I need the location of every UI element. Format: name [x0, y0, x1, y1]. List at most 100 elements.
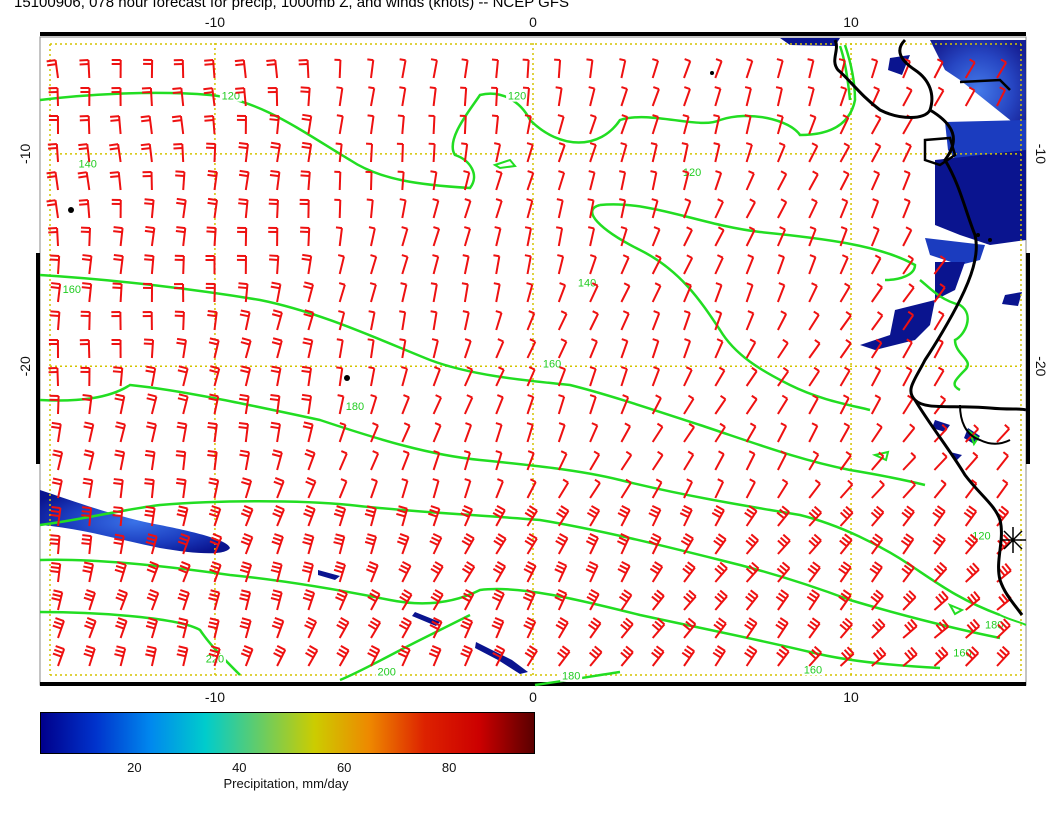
wind-barb [651, 282, 662, 303]
wind-barb [808, 170, 819, 191]
wind-barb [776, 142, 786, 163]
x-tick-label-bottom: 0 [529, 689, 537, 705]
colorbar-tick-label: 80 [441, 760, 457, 775]
wind-barb [81, 282, 93, 303]
wind-barb [110, 115, 122, 135]
wind-barb [176, 505, 189, 527]
wind-barb [714, 394, 727, 415]
wind-barb [839, 505, 854, 527]
wind-barb [555, 86, 563, 107]
wind-barb [714, 589, 728, 611]
wind-barb [304, 616, 318, 639]
wind-barb [302, 337, 314, 359]
wind-barb [651, 645, 665, 667]
contour-label-bg [560, 670, 583, 682]
wind-barb [651, 422, 664, 443]
wind-barb [679, 504, 693, 527]
wind-barb [839, 114, 850, 135]
wind-barb [745, 366, 758, 387]
wind-barb [651, 58, 660, 79]
wind-barb [271, 533, 284, 555]
wind-barb [713, 617, 727, 639]
wind-barb [683, 198, 692, 219]
wind-barb [461, 533, 475, 555]
wind-barb [555, 533, 569, 555]
wind-barb [711, 505, 725, 527]
colorbar-tick-label: 40 [232, 760, 247, 775]
wind-barb [140, 115, 153, 135]
wind-barb [745, 450, 756, 471]
wind-barb [523, 560, 537, 583]
wind-barb [777, 338, 789, 359]
wind-barb [240, 533, 254, 555]
wind-barb [838, 561, 852, 583]
wind-barb [808, 479, 821, 499]
wind-barb [808, 450, 820, 471]
wind-barb [871, 451, 885, 471]
wind-barb [176, 337, 187, 359]
wind-barb [620, 310, 630, 331]
wind-barb [463, 422, 473, 443]
wind-barb [808, 339, 821, 359]
wind-barb [589, 338, 598, 359]
wind-barb [80, 366, 91, 387]
wind-barb [964, 533, 979, 555]
wind-barb [933, 283, 946, 303]
wind-barb [240, 337, 252, 359]
wind-barb [335, 226, 343, 247]
wind-barb [334, 170, 342, 191]
wind-barb [300, 170, 311, 191]
wind-barb [268, 198, 279, 219]
wind-barb [933, 561, 948, 583]
wind-barb [401, 422, 411, 443]
wind-barb [207, 310, 218, 331]
wind-barb [367, 589, 381, 611]
wind-barb [238, 422, 249, 443]
wind-barb [870, 254, 882, 275]
wind-barb [52, 645, 66, 667]
wind-barb [79, 115, 91, 135]
wind-barb [301, 365, 312, 387]
wind-barb [399, 310, 407, 331]
wind-barb [84, 617, 97, 639]
wind-barb [902, 423, 916, 443]
wind-barb [493, 533, 507, 555]
wind-barb [838, 58, 846, 79]
wind-barb [651, 617, 666, 639]
wind-barb [495, 310, 503, 331]
contour-label-bg [681, 167, 704, 179]
wind-barb [46, 171, 59, 191]
wind-barb [336, 366, 344, 387]
wind-barb [554, 58, 562, 79]
wind-barb [173, 59, 185, 79]
wind-barb [396, 142, 404, 163]
wind-barb [270, 561, 283, 583]
wind-barb [651, 366, 661, 387]
wind-barb [714, 561, 728, 583]
wind-barb [902, 618, 918, 639]
wind-barb [524, 533, 538, 555]
wind-barb [173, 143, 185, 163]
wind-barb [52, 617, 65, 639]
wind-barb [266, 59, 279, 79]
wind-barb [807, 561, 821, 583]
wind-barb [808, 366, 820, 387]
wind-barb [370, 450, 380, 471]
contour-label: 120 [683, 167, 701, 179]
wind-barb [461, 142, 469, 163]
wind-barb [144, 198, 155, 219]
wind-barb [589, 422, 599, 443]
wind-barb [996, 479, 1009, 499]
wind-barb [808, 394, 819, 415]
wind-barb [337, 394, 345, 415]
wind-barb [82, 477, 94, 499]
wind-barb [175, 170, 186, 191]
wind-barb [301, 561, 314, 583]
wind-barb [367, 114, 375, 135]
wind-barb [682, 617, 697, 639]
contour-label-bg [219, 90, 242, 102]
wind-barb [901, 561, 915, 583]
wind-barb [683, 254, 694, 275]
wind-barb [112, 506, 124, 527]
wind-barb [239, 309, 251, 331]
